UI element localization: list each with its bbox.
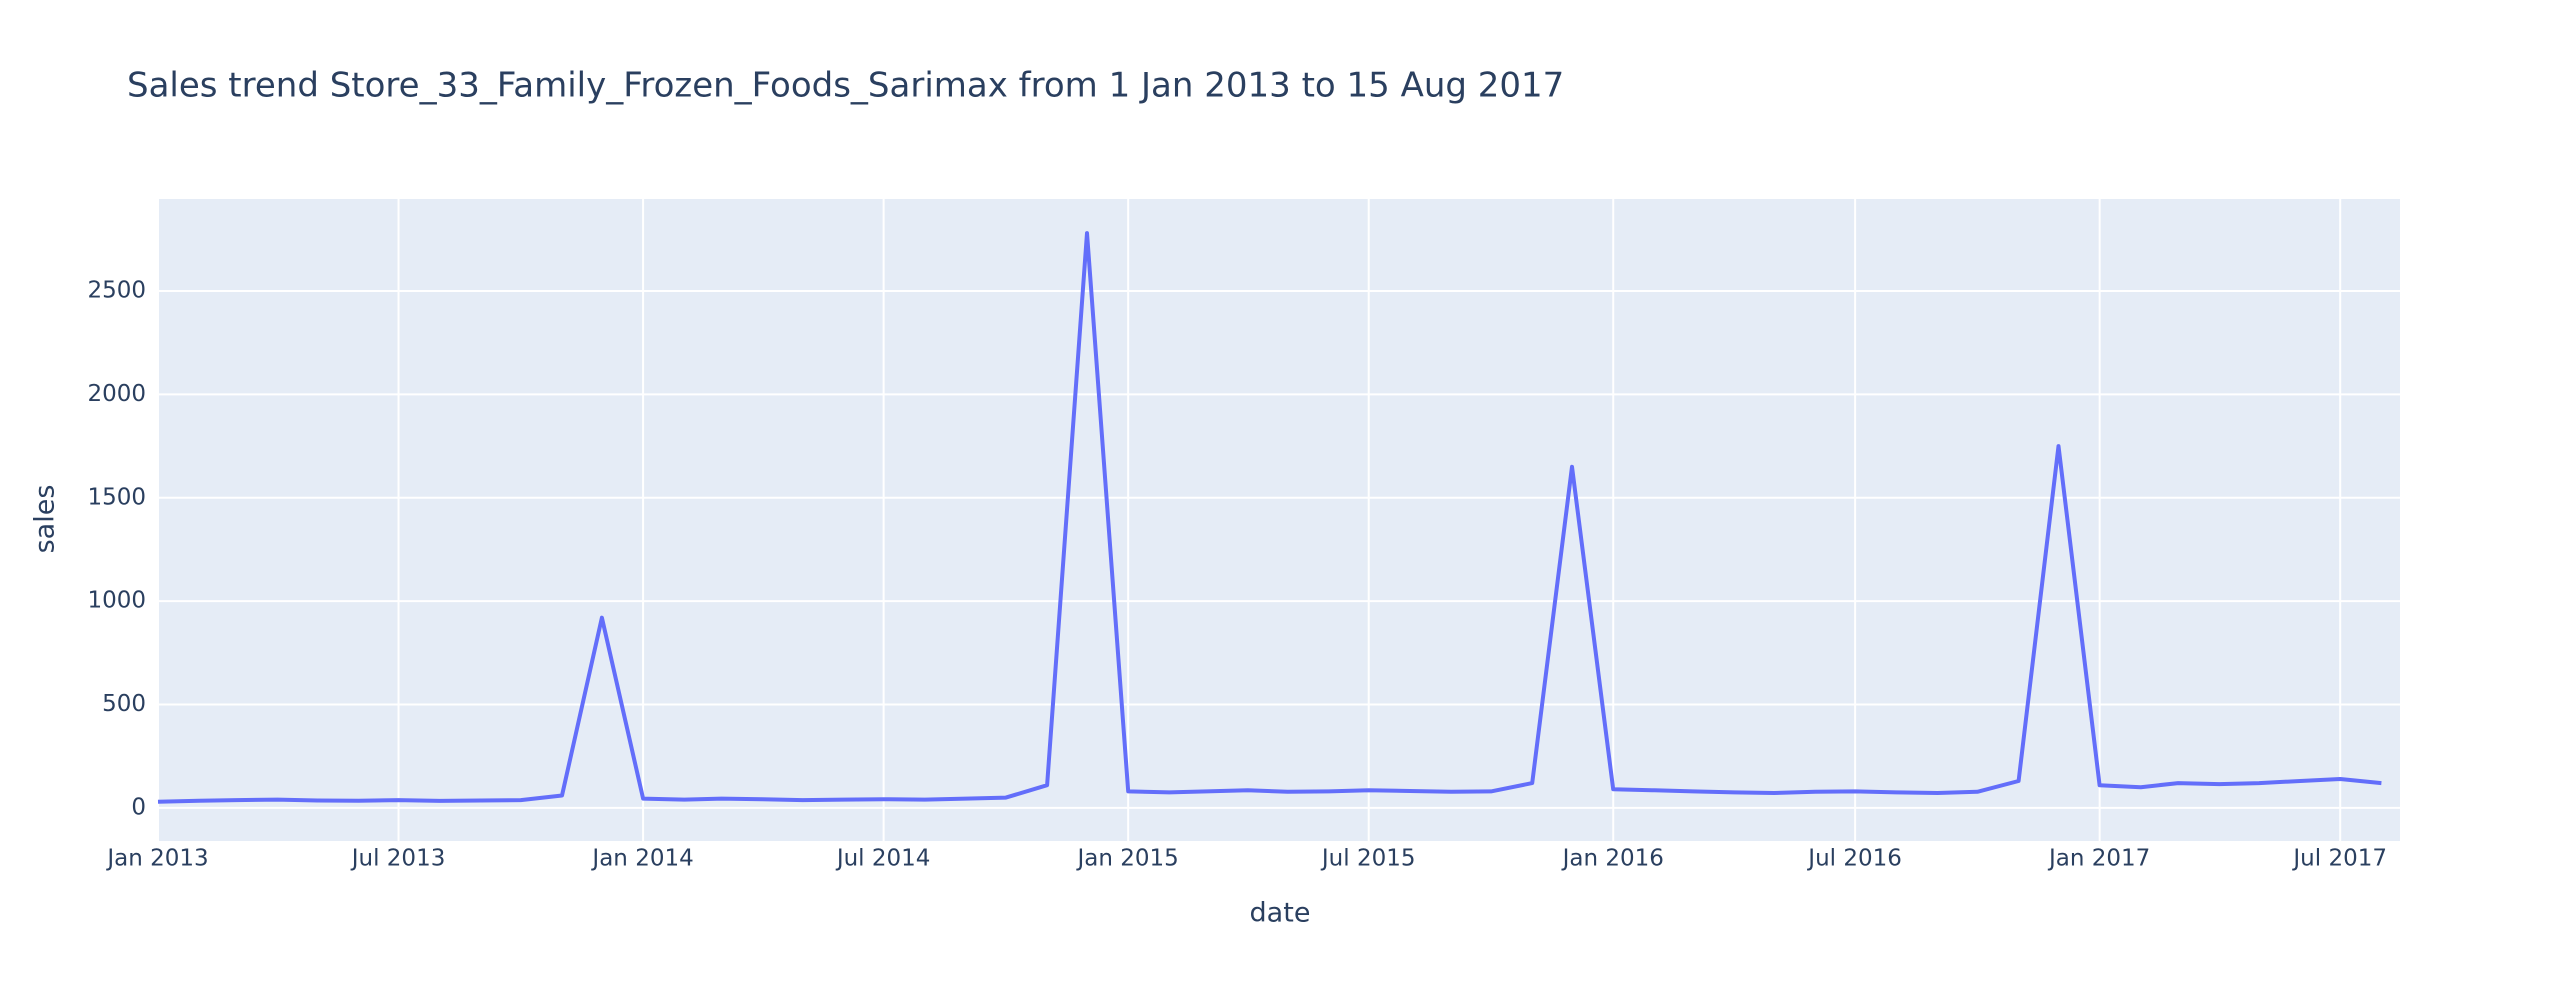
- y-tick-label: 1500: [87, 484, 146, 510]
- x-tick-label: Jul 2017: [2291, 846, 2387, 872]
- x-tick-label: Jul 2014: [835, 846, 931, 872]
- y-tick-label: 0: [131, 794, 146, 820]
- y-tick-label: 2500: [87, 278, 146, 304]
- x-axis-title: date: [1250, 898, 1311, 929]
- x-tick-label: Jan 2013: [105, 846, 208, 872]
- x-tick-label: Jul 2013: [350, 846, 446, 872]
- x-tick-label: Jan 2016: [1561, 846, 1664, 872]
- x-tick-label: Jan 2017: [2047, 846, 2150, 872]
- x-tick-label: Jan 2014: [590, 846, 693, 872]
- x-tick-label: Jul 2015: [1320, 846, 1416, 872]
- y-tick-label: 1000: [87, 588, 146, 614]
- chart-title: Sales trend Store_33_Family_Frozen_Foods…: [127, 66, 1564, 106]
- x-tick-label: Jan 2015: [1076, 846, 1179, 872]
- plot-area: [158, 199, 2400, 841]
- y-tick-label: 2000: [87, 381, 146, 407]
- y-tick-label: 500: [102, 691, 146, 717]
- series-line: [157, 231, 2382, 804]
- y-axis-title: sales: [30, 485, 61, 554]
- x-tick-label: Jul 2016: [1806, 846, 1902, 872]
